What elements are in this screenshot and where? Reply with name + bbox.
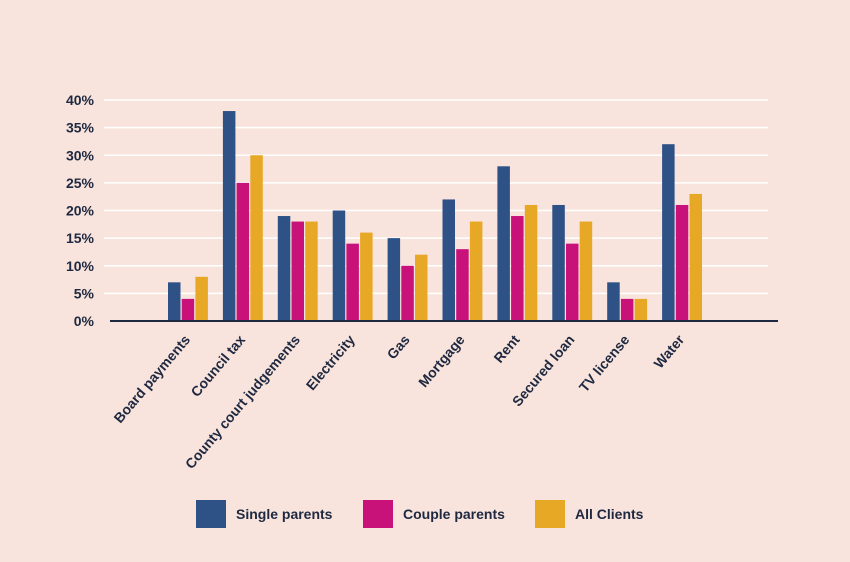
x-tick-label: Gas [384, 331, 413, 362]
bar-couple-parents [675, 204, 689, 321]
y-tick-label: 25% [66, 175, 95, 191]
bar-couple-parents [456, 249, 469, 321]
legend-label: Single parents [236, 506, 333, 522]
y-tick-label: 30% [66, 147, 95, 163]
bar-single-parents [222, 111, 236, 321]
x-tick-label: Board payments [110, 331, 193, 425]
gridlines [104, 99, 768, 295]
bar-single-parents [662, 144, 675, 321]
y-tick-label: 35% [66, 120, 95, 136]
x-tick-label: County court judgements [182, 331, 303, 471]
bar-couple-parents [620, 298, 634, 321]
bar-single-parents [497, 166, 510, 321]
legend-swatch [196, 500, 226, 528]
bar-couple-parents [291, 221, 304, 321]
bar-all-clients [250, 155, 263, 321]
y-tick-label: 0% [74, 313, 95, 329]
y-tick-label: 40% [66, 92, 95, 108]
x-tick-label: Electricity [303, 331, 358, 393]
bar-single-parents [168, 282, 181, 321]
legend-label: Couple parents [403, 506, 505, 522]
bar-all-clients [469, 221, 483, 321]
bar-couple-parents [181, 298, 195, 321]
legend-swatch [363, 500, 393, 528]
y-tick-label: 10% [66, 258, 95, 274]
bar-all-clients [634, 298, 648, 321]
legend: Single parents Couple parents All Clients [196, 500, 644, 528]
bar-single-parents [387, 238, 401, 321]
y-tick-label: 5% [74, 285, 95, 301]
legend-swatch [535, 500, 565, 528]
bar-single-parents [552, 204, 565, 321]
bar-couple-parents [236, 182, 250, 321]
bar-single-parents [277, 216, 291, 321]
bar-couple-parents [401, 265, 414, 321]
bar-single-parents [332, 210, 346, 321]
y-tick-label: 20% [66, 203, 95, 219]
x-tick-label: Rent [490, 331, 522, 365]
bar-all-clients [360, 232, 373, 321]
bar-all-clients [195, 276, 208, 321]
x-tick-label: TV license [576, 331, 633, 395]
x-tick-label: Mortgage [415, 331, 468, 390]
bar-all-clients [579, 221, 593, 321]
bar-single-parents [442, 199, 455, 321]
bar-couple-parents [346, 243, 359, 321]
bar-all-clients [305, 221, 318, 321]
bar-all-clients [689, 193, 702, 321]
legend-label: All Clients [575, 506, 644, 522]
x-tick-label: Council tax [187, 331, 248, 399]
bar-all-clients [415, 254, 428, 321]
bar-all-clients [524, 204, 538, 321]
bar-couple-parents [566, 243, 579, 321]
x-tick-label: Water [650, 331, 687, 371]
bar-couple-parents [511, 216, 524, 321]
y-tick-label: 15% [66, 230, 95, 246]
bar-single-parents [607, 282, 620, 321]
bars [168, 111, 702, 321]
y-axis-tick-labels: 0% 5% 10% 15% 20% 25% 30% 35% 40% [66, 92, 95, 329]
